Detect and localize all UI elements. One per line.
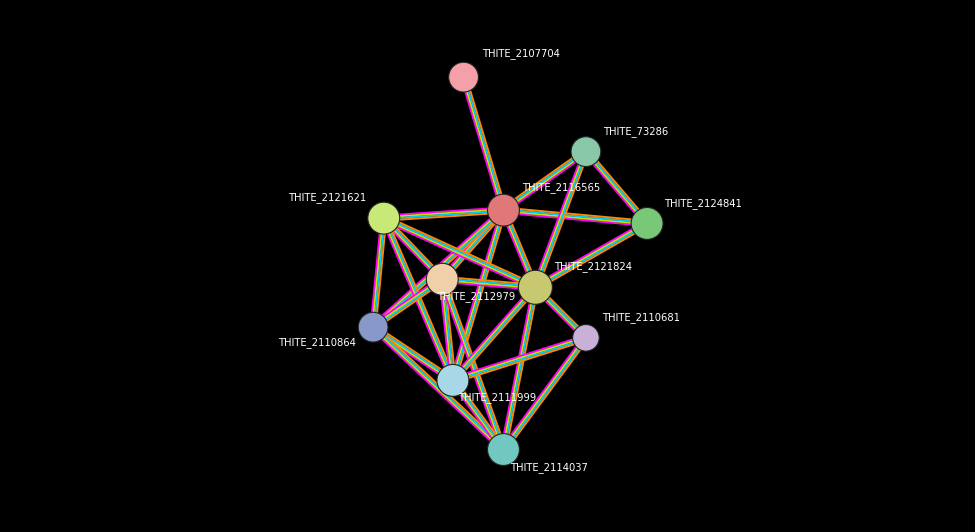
Text: THITE_2121621: THITE_2121621 xyxy=(289,192,367,203)
Text: THITE_2121824: THITE_2121824 xyxy=(554,261,632,272)
Text: THITE_73286: THITE_73286 xyxy=(603,126,668,137)
Circle shape xyxy=(519,270,553,304)
Circle shape xyxy=(631,207,663,239)
Circle shape xyxy=(426,263,458,295)
Circle shape xyxy=(368,202,400,234)
Circle shape xyxy=(571,137,601,167)
Text: THITE_2107704: THITE_2107704 xyxy=(483,47,560,59)
Text: THITE_2112979: THITE_2112979 xyxy=(437,290,515,302)
Circle shape xyxy=(488,194,520,226)
Circle shape xyxy=(448,62,479,92)
Circle shape xyxy=(488,434,520,466)
Circle shape xyxy=(572,325,600,351)
Text: THITE_2114037: THITE_2114037 xyxy=(510,462,588,473)
Text: THITE_2110864: THITE_2110864 xyxy=(278,337,356,348)
Text: THITE_2111999: THITE_2111999 xyxy=(458,392,536,403)
Circle shape xyxy=(358,312,388,342)
Text: THITE_2124841: THITE_2124841 xyxy=(664,197,742,209)
Text: THITE_2116565: THITE_2116565 xyxy=(522,182,601,193)
Text: THITE_2110681: THITE_2110681 xyxy=(602,312,680,323)
Circle shape xyxy=(437,364,469,396)
